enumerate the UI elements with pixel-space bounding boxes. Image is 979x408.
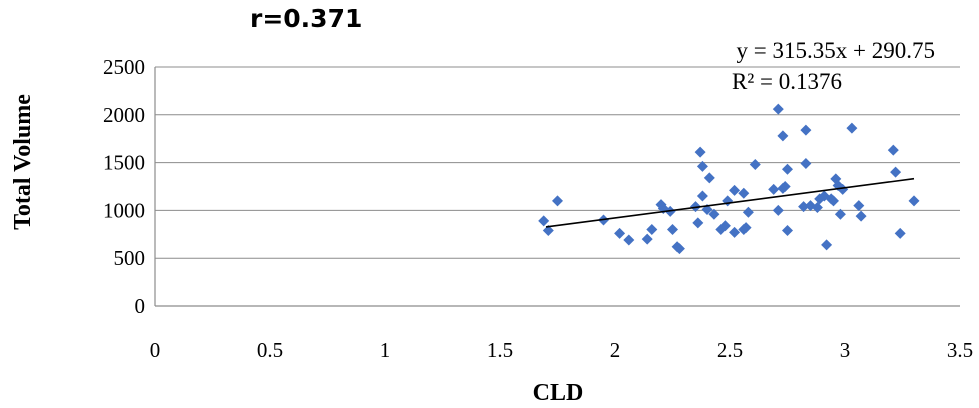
data-point bbox=[811, 202, 823, 214]
grid-lines bbox=[155, 66, 960, 259]
data-point bbox=[834, 208, 846, 220]
data-point bbox=[890, 166, 902, 178]
data-point bbox=[800, 158, 812, 170]
data-point bbox=[696, 190, 708, 202]
data-point bbox=[821, 239, 833, 251]
data-point bbox=[542, 224, 554, 236]
data-point bbox=[552, 195, 563, 207]
r-squared-label: R² = 0.1376 bbox=[732, 69, 842, 94]
data-point bbox=[782, 163, 793, 175]
y-tick-label: 0 bbox=[135, 294, 146, 318]
y-tick-label: 1500 bbox=[103, 151, 145, 175]
data-point bbox=[646, 224, 658, 236]
x-tick-label: 3.5 bbox=[947, 338, 973, 362]
data-point bbox=[853, 200, 865, 212]
x-tick-label: 1 bbox=[380, 338, 391, 362]
y-axis-title: Total Volume bbox=[10, 94, 36, 230]
y-tick-label: 500 bbox=[114, 246, 146, 270]
data-points bbox=[538, 103, 920, 255]
data-point bbox=[641, 233, 653, 245]
data-point bbox=[614, 227, 626, 239]
y-tick-label: 2500 bbox=[103, 55, 145, 79]
data-point bbox=[729, 184, 741, 196]
x-tick-label: 3 bbox=[840, 338, 851, 362]
data-point bbox=[777, 130, 789, 142]
data-point bbox=[740, 222, 752, 234]
data-point bbox=[719, 220, 731, 232]
tick-labels: 0 500 1000 1500 2000 2500 0 0.5 1 1.5 2 2.5 3 3.5 bbox=[103, 55, 973, 362]
data-point bbox=[772, 204, 784, 216]
y-tick-label: 2000 bbox=[103, 103, 145, 127]
data-point bbox=[800, 124, 812, 136]
data-point bbox=[667, 224, 678, 236]
data-point bbox=[855, 210, 867, 222]
trendline bbox=[545, 177, 915, 228]
data-point bbox=[722, 195, 734, 207]
data-point bbox=[696, 160, 708, 172]
data-point bbox=[742, 206, 754, 218]
x-tick-label: 1.5 bbox=[487, 338, 513, 362]
data-point bbox=[738, 187, 750, 199]
data-point bbox=[779, 181, 791, 192]
data-point bbox=[703, 172, 715, 184]
data-point bbox=[846, 122, 858, 134]
data-point bbox=[729, 226, 741, 238]
data-point bbox=[708, 208, 720, 220]
trendline-equation: y = 315.35x + 290.75 bbox=[737, 38, 935, 63]
x-axis-title: CLD bbox=[533, 380, 584, 406]
y-tick-label: 1000 bbox=[103, 198, 145, 222]
data-point bbox=[673, 243, 685, 255]
x-tick-label: 2.5 bbox=[717, 338, 743, 362]
x-tick-label: 0 bbox=[150, 338, 161, 362]
data-point bbox=[887, 144, 899, 156]
chart-title: r=0.371 bbox=[250, 4, 362, 33]
data-point bbox=[782, 224, 793, 236]
x-tick-label: 0.5 bbox=[257, 338, 283, 362]
data-point bbox=[694, 146, 706, 158]
data-point bbox=[623, 234, 635, 246]
data-point bbox=[894, 227, 906, 239]
data-point bbox=[837, 183, 849, 195]
data-point bbox=[749, 159, 761, 171]
data-point bbox=[772, 103, 784, 115]
data-point bbox=[908, 195, 920, 207]
data-point bbox=[768, 183, 780, 195]
x-tick-label: 2 bbox=[610, 338, 621, 362]
data-point bbox=[692, 217, 704, 229]
data-point bbox=[538, 215, 550, 227]
data-point bbox=[828, 195, 839, 207]
data-point bbox=[798, 201, 810, 213]
